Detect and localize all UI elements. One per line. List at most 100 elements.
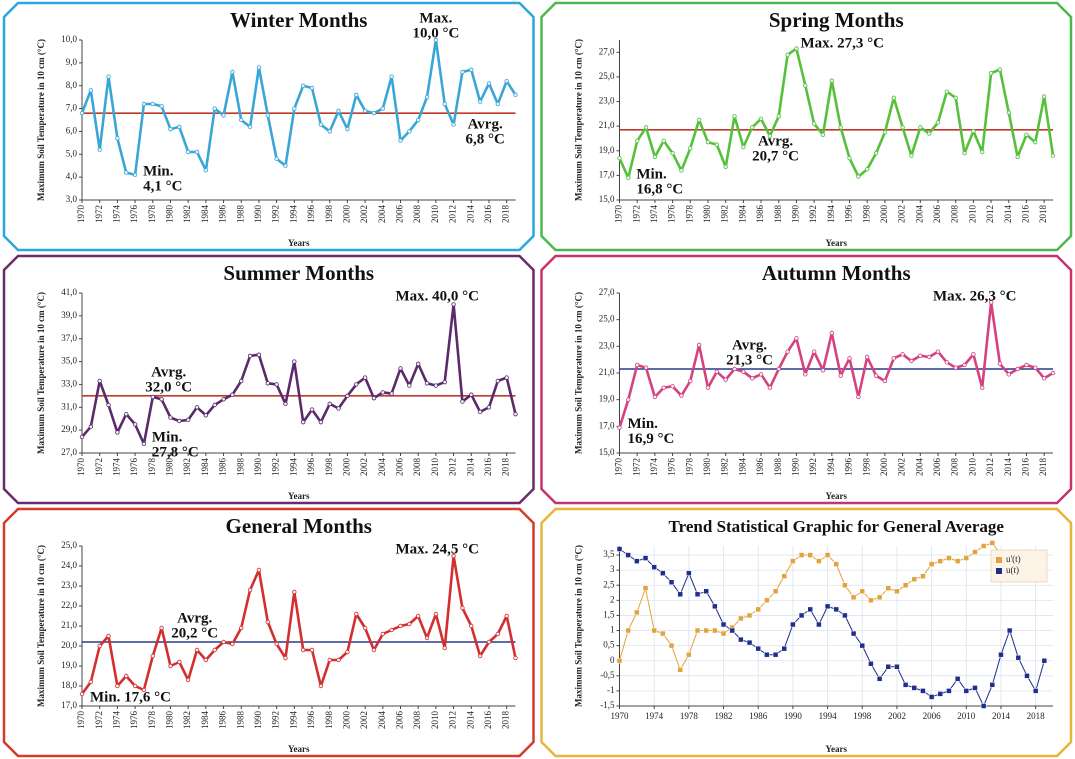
point: [971, 128, 976, 134]
point: [159, 397, 164, 402]
point: [820, 132, 826, 137]
point: [794, 46, 799, 51]
point: [661, 385, 666, 390]
point: [694, 627, 701, 634]
point: [962, 362, 967, 368]
x-tick-label: 1998: [861, 458, 871, 477]
x-axis-label: Years: [288, 744, 310, 754]
point: [651, 564, 657, 570]
point: [141, 441, 147, 447]
point: [776, 114, 781, 119]
point: [894, 588, 900, 595]
point: [803, 83, 808, 88]
point: [988, 71, 994, 76]
point: [758, 116, 764, 121]
point: [1006, 627, 1013, 634]
x-tick-label: 1998: [324, 205, 334, 224]
x-tick-label: 2012: [985, 458, 995, 476]
point: [798, 612, 805, 619]
point: [741, 369, 746, 374]
point: [469, 392, 474, 397]
x-tick-label: 2008: [950, 458, 960, 477]
point: [194, 405, 200, 410]
point: [677, 667, 683, 673]
point: [856, 174, 861, 179]
point: [785, 349, 790, 354]
max-note: Max. 27,3 °C: [800, 35, 884, 51]
y-axis-label: Maximum Soil Temperature in 10 cm (°C): [36, 545, 46, 707]
point: [798, 552, 805, 558]
y-tick-label: 25,0: [599, 314, 615, 324]
x-tick-label: 1972: [94, 711, 104, 729]
panel-frame: [540, 1, 1073, 252]
point: [972, 685, 978, 691]
x-tick-label: 2018: [501, 458, 511, 477]
x-tick-label: 1974: [645, 711, 664, 721]
point: [643, 125, 649, 130]
x-tick-label: 2008: [412, 711, 422, 730]
point: [265, 619, 270, 625]
y-axis-label: Maximum Soil Temperature in 10 cm (°C): [574, 292, 584, 454]
y-tick-label: 2: [610, 594, 615, 604]
point: [677, 591, 683, 598]
point: [670, 151, 675, 156]
point: [833, 561, 839, 567]
point: [755, 645, 761, 652]
x-tick-label: 2012: [448, 458, 458, 476]
point: [738, 636, 744, 643]
point: [247, 124, 253, 130]
legend-label: u(t): [1006, 565, 1019, 575]
point: [729, 627, 735, 634]
point: [781, 573, 787, 579]
point: [963, 555, 970, 561]
point: [988, 300, 994, 305]
point: [486, 405, 492, 410]
point: [124, 411, 129, 417]
x-tick-label: 1970: [614, 205, 624, 224]
point: [150, 394, 155, 400]
point: [829, 78, 835, 83]
point: [918, 353, 923, 358]
point: [626, 397, 631, 402]
point: [354, 92, 359, 98]
x-tick-label: 1976: [667, 205, 677, 224]
point: [97, 643, 102, 649]
point: [694, 591, 701, 598]
point: [1032, 688, 1039, 694]
point: [962, 151, 967, 156]
avg-note: 20,7 °C: [752, 148, 799, 164]
x-tick-label: 2014: [465, 711, 475, 730]
point: [221, 639, 226, 645]
min-note: Min.: [628, 416, 659, 432]
point: [283, 163, 288, 168]
y-tick-label: 6,0: [66, 125, 78, 135]
point: [1050, 153, 1056, 158]
min-note: Min.: [152, 429, 183, 445]
point: [318, 683, 324, 689]
point: [705, 385, 711, 390]
point: [1024, 673, 1030, 679]
x-tick-label: 1982: [715, 711, 733, 721]
point: [891, 95, 896, 101]
point: [239, 625, 244, 631]
point: [998, 651, 1004, 658]
point: [141, 101, 147, 107]
x-tick-label: 1972: [631, 458, 641, 476]
point: [345, 126, 350, 132]
x-tick-label: 1970: [611, 711, 630, 721]
y-tick-label: 23,0: [599, 96, 615, 106]
point: [309, 85, 315, 91]
x-axis-label: Years: [288, 238, 310, 248]
point: [807, 552, 813, 558]
x-tick-label: 1970: [614, 458, 624, 477]
point: [115, 136, 120, 141]
y-tick-label: 22,0: [61, 600, 77, 610]
x-tick-label: 1980: [165, 205, 175, 224]
point: [1024, 362, 1029, 368]
point: [847, 155, 852, 161]
y-tick-label: 25,0: [599, 71, 615, 81]
x-tick-label: 1986: [218, 711, 228, 730]
x-tick-label: 2006: [932, 458, 942, 477]
x-tick-label: 1982: [182, 711, 192, 729]
point: [668, 579, 675, 585]
